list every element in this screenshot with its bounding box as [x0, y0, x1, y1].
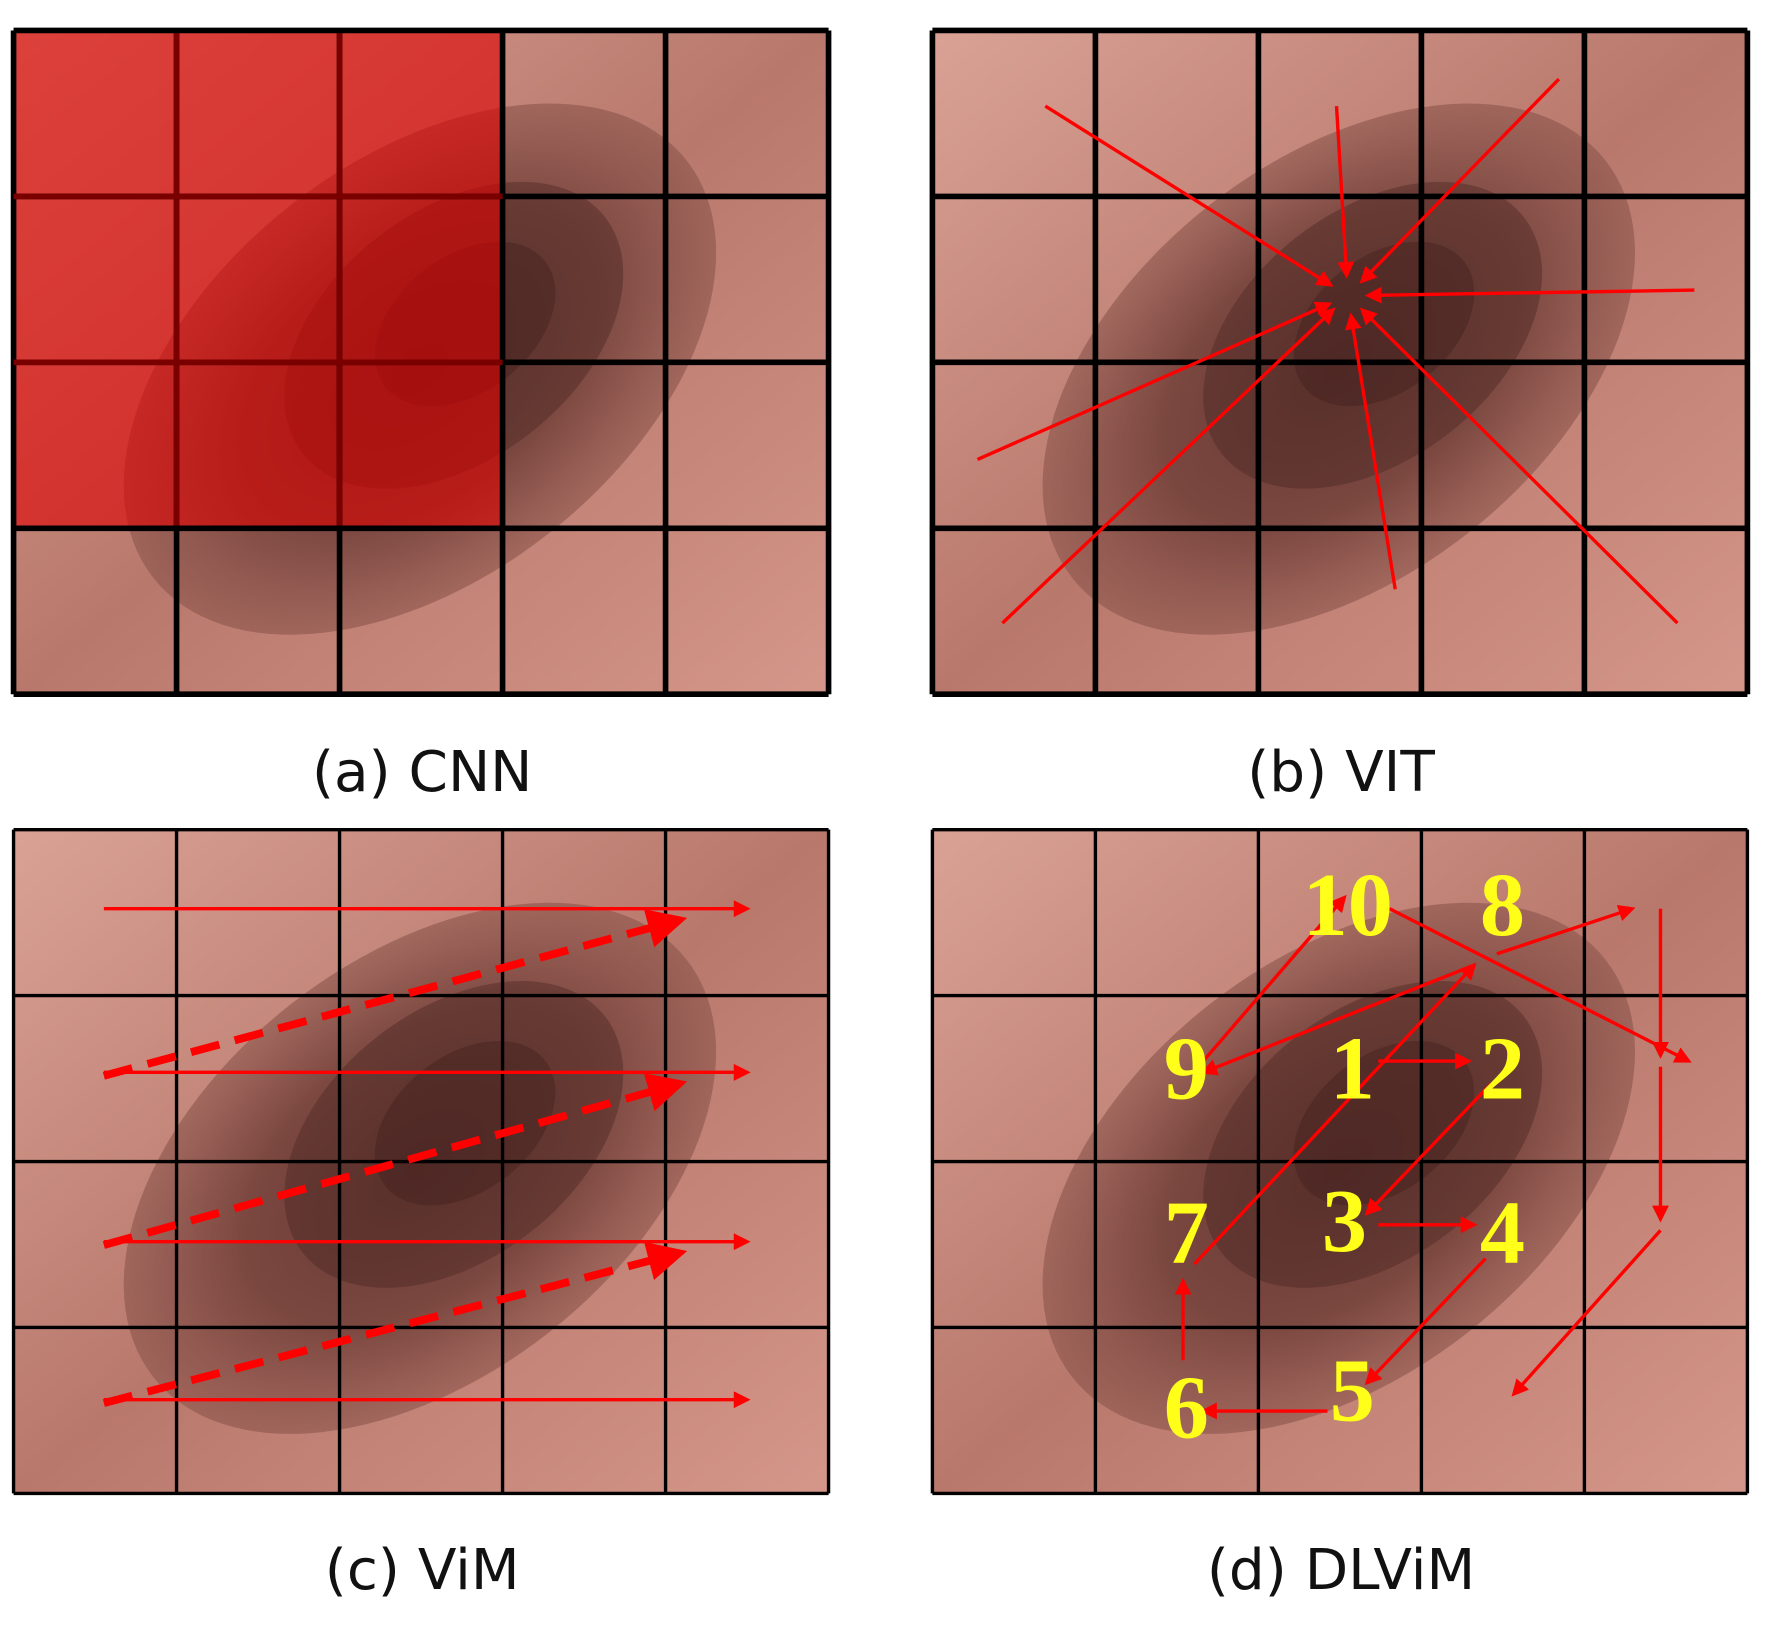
- arrow: [1496, 904, 1636, 956]
- panel: 1 2 3 4 5 6 7 8 9 10: [930, 795, 1750, 1542]
- arrow: [1344, 312, 1397, 590]
- arrow: [1359, 307, 1679, 625]
- arrow: [976, 301, 1333, 461]
- receptive-field: [13, 30, 503, 529]
- order-label: 8: [1480, 855, 1525, 955]
- panel: [929, 0, 1751, 743]
- caption: (c) ViM: [325, 1538, 520, 1603]
- order-label: 10: [1303, 855, 1393, 955]
- order-label: 4: [1480, 1182, 1525, 1282]
- arrow: [102, 1241, 688, 1407]
- arrow: [102, 1073, 688, 1249]
- panel: [11, 795, 831, 1542]
- order-label: 1: [1330, 1019, 1375, 1119]
- arrow: [1001, 307, 1336, 625]
- order-label: 2: [1480, 1019, 1525, 1119]
- arrow: [1359, 77, 1561, 284]
- arrow: [1388, 907, 1692, 1063]
- arrow: [102, 909, 688, 1080]
- order-label: 9: [1164, 1019, 1209, 1119]
- order-label: 6: [1164, 1357, 1209, 1457]
- arrow: [1193, 962, 1477, 1266]
- arrow: [1044, 104, 1334, 287]
- arrow: [1202, 894, 1347, 1063]
- panel: [10, 0, 832, 743]
- caption: (d) DLViM: [1207, 1538, 1475, 1603]
- arrow: [1511, 1229, 1662, 1397]
- caption: (b) VIT: [1247, 740, 1435, 805]
- arrow: [1364, 286, 1695, 304]
- arrow: [1200, 963, 1475, 1076]
- arrow: [1364, 1082, 1493, 1216]
- arrow: [1364, 1257, 1487, 1386]
- order-label: 7: [1164, 1182, 1209, 1282]
- arrow: [1334, 106, 1355, 279]
- order-label: 3: [1322, 1171, 1367, 1271]
- caption: (a) CNN: [312, 740, 532, 805]
- order-label: 5: [1330, 1340, 1375, 1440]
